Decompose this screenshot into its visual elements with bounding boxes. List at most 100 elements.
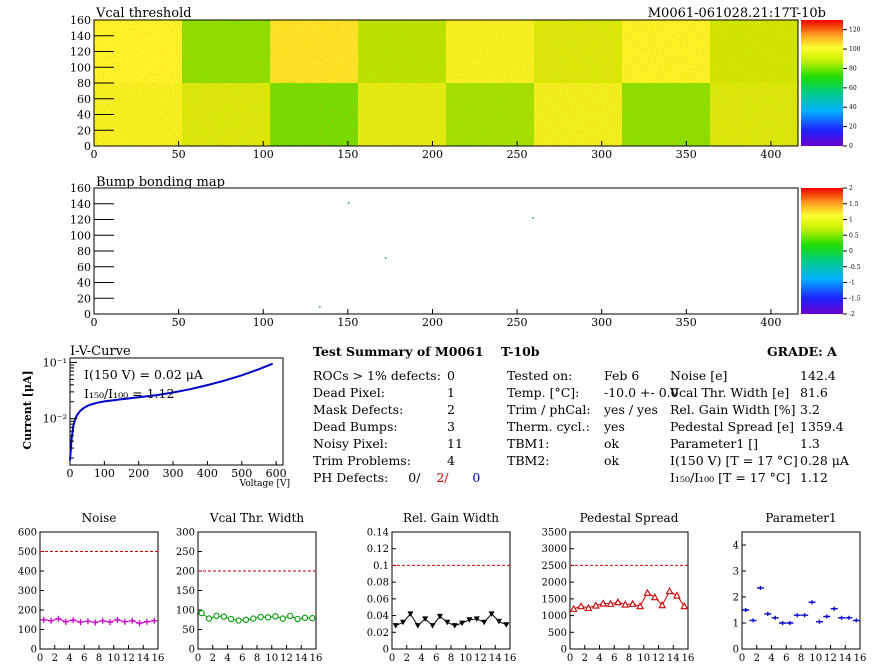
y-tick-label: 250 xyxy=(176,547,195,558)
x-tick-label: 200 xyxy=(128,467,149,480)
palette-tick-label: 1.5 xyxy=(849,201,859,208)
data-point xyxy=(220,613,227,620)
x-tick-label: 0 xyxy=(195,653,201,664)
data-point xyxy=(392,623,399,629)
data-point xyxy=(599,599,608,607)
palette-tick-label: 0.5 xyxy=(849,232,859,239)
summary-row-value: 11 xyxy=(447,436,463,451)
y-tick-label: 1000 xyxy=(542,611,567,622)
data-point xyxy=(650,593,659,601)
data-point xyxy=(808,600,816,605)
data-point xyxy=(407,611,414,617)
x-tick-label: 6 xyxy=(239,653,245,664)
x-tick-label: 6 xyxy=(433,653,439,664)
summary-row-label: Noisy Pixel: xyxy=(313,436,388,451)
vcal-color-palette xyxy=(801,20,843,146)
data-point xyxy=(136,620,143,627)
iv-title: I-V-Curve xyxy=(70,344,131,359)
data-point xyxy=(309,615,316,622)
x-tick-label: 400 xyxy=(197,467,218,480)
y-tick-label: 1500 xyxy=(542,594,567,605)
summary-row-label: Parameter1 [] xyxy=(670,436,759,451)
x-tick-label: 100 xyxy=(253,148,274,161)
summary-row-value: ok xyxy=(604,436,620,451)
x-tick-label: 350 xyxy=(676,316,697,329)
x-tick-label: 12 xyxy=(652,653,665,664)
summary-row-label: Rel. Gain Width [%] xyxy=(670,402,796,417)
series-line xyxy=(43,618,155,624)
palette-tick-label: -1 xyxy=(849,280,855,287)
x-tick-label: 14 xyxy=(839,653,852,664)
data-point xyxy=(272,613,279,620)
palette-tick-label: -2 xyxy=(849,311,855,318)
x-tick-label: 6 xyxy=(81,653,87,664)
palette-tick-label: 100 xyxy=(849,46,861,53)
panel-title: Rel. Gain Width xyxy=(403,511,499,525)
y-tick-label: 4 xyxy=(733,541,739,552)
panel-title: Parameter1 xyxy=(765,511,836,525)
summary-tag: T-10b xyxy=(500,344,540,359)
data-point xyxy=(242,616,250,623)
series-line xyxy=(573,590,685,610)
summary-row-label: Dead Bumps: xyxy=(313,419,398,434)
summary-middle-column: Tested on: Feb 6 Temp. [°C]: -10.0 +- 0.0 Tr… xyxy=(507,367,679,469)
summary-row: I(150 V) [T = 17 °C] 0.28 μA xyxy=(670,452,850,469)
data-point xyxy=(429,623,436,629)
data-point xyxy=(488,611,495,617)
data-point xyxy=(444,619,451,626)
vcal-y-axis: 0 20 40 60 80 100 120 140 160 xyxy=(70,14,114,153)
x-tick-label: 4 xyxy=(224,653,230,664)
iv-ylabel: Current [μA] xyxy=(21,370,34,449)
x-tick-label: 300 xyxy=(163,467,184,480)
x-tick-label: 2 xyxy=(582,653,588,664)
y-tick-label: 60 xyxy=(77,261,91,274)
data-point xyxy=(84,618,91,625)
bump-color-palette xyxy=(801,188,843,314)
summary-right-column: Noise [e] 142.4 Vcal Thr. Width [e] 81.6 Rel… xyxy=(670,367,850,486)
summary-row-value: 0.28 μA xyxy=(800,453,849,468)
x-tick-label: 2 xyxy=(754,653,760,664)
palette-tick-label: 120 xyxy=(849,27,861,34)
vcal-palette-axis: 0 20 40 60 80 100 120 xyxy=(843,27,861,150)
palette-tick-label: 80 xyxy=(849,65,857,72)
bump-y-axis: 0 20 40 60 80 100 120 140 160 xyxy=(70,182,114,321)
y-tick-label: 0.12 xyxy=(367,544,389,555)
x-tick-label: 50 xyxy=(172,148,186,161)
summary-row-label: Noise [e] xyxy=(670,368,728,383)
y-tick-label: 160 xyxy=(70,14,91,27)
data-point xyxy=(235,617,242,624)
panel-frame xyxy=(741,531,861,650)
y-tick-label: 400 xyxy=(18,567,37,578)
data-point xyxy=(55,615,62,622)
data-point xyxy=(577,602,585,610)
data-point xyxy=(636,602,644,610)
summary-row-value: 1 xyxy=(447,385,455,400)
y-tick-label: 2 xyxy=(733,593,739,604)
x-tick-label: 8 xyxy=(448,653,454,664)
y-tick-label: 0.04 xyxy=(367,611,389,622)
data-point xyxy=(852,618,860,623)
defect-point xyxy=(532,217,534,219)
module-id-label: M0061-061028.21:17T-10b xyxy=(648,6,826,21)
palette-tick-label: 20 xyxy=(849,124,857,131)
x-tick-label: 300 xyxy=(591,316,612,329)
summary-row-value: 3 xyxy=(447,419,455,434)
data-point xyxy=(198,609,205,617)
y-tick-label: 0.06 xyxy=(367,594,389,605)
iv-x-axis: 0 100 200 300 400 500 600 xyxy=(67,461,287,480)
x-tick-label: 8 xyxy=(96,653,102,664)
x-tick-label: 4 xyxy=(66,653,72,664)
summary-row: Pedestal Spread [e] 1359.4 xyxy=(670,418,850,435)
data-point xyxy=(838,615,846,620)
summary-row: Dead Bumps: 3 xyxy=(313,418,463,435)
x-tick-label: 2 xyxy=(210,653,216,664)
vcal-noise-texture xyxy=(94,20,798,146)
summary-row: Temp. [°C]: -10.0 +- 0.0 xyxy=(507,384,679,401)
y-tick-label: 0 xyxy=(189,645,195,656)
x-tick-label: 0 xyxy=(91,316,98,329)
summary-row-value: Feb 6 xyxy=(604,368,640,383)
summary-row-label: Pedestal Spread [e] xyxy=(670,419,795,434)
y-tick-label: 0.14 xyxy=(367,528,389,539)
data-point xyxy=(658,601,667,609)
y-tick-label: 200 xyxy=(176,567,195,578)
